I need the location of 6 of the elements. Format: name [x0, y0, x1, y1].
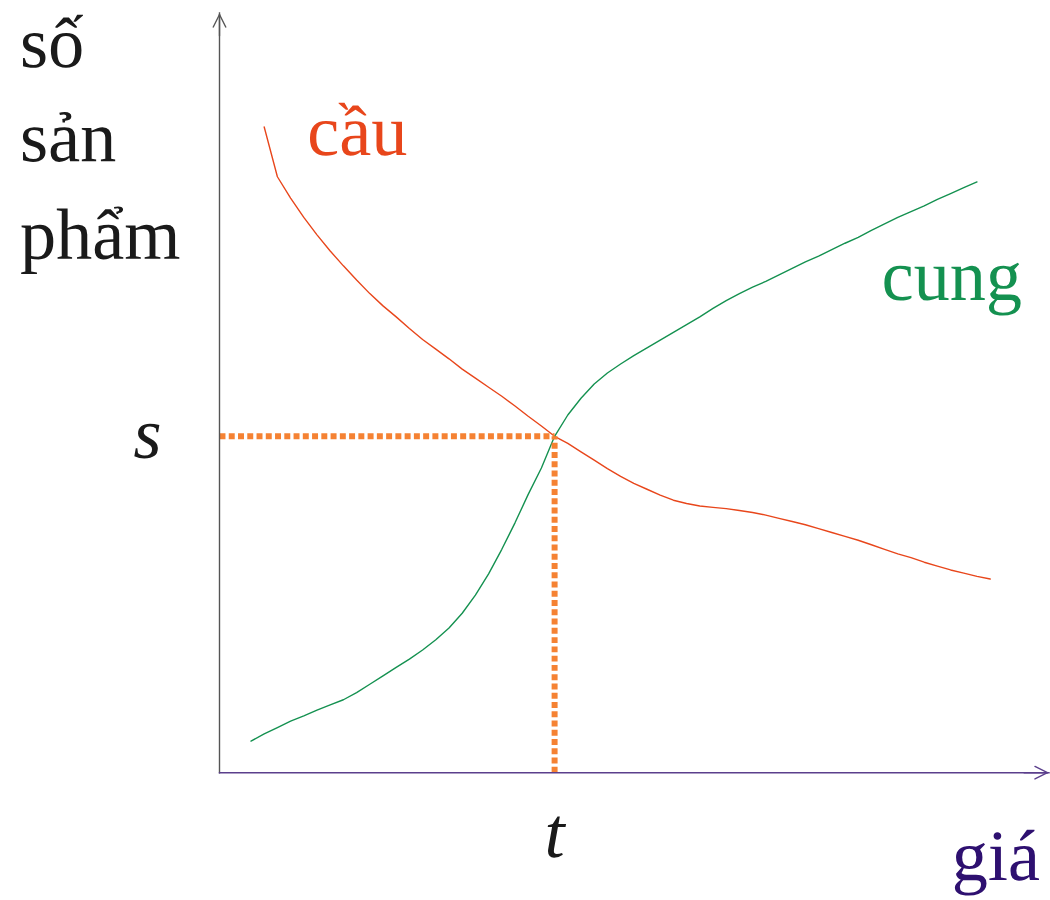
text: t: [547, 816, 567, 858]
y-axis-title: số sản phẩm: [21, 14, 180, 275]
series-label: cầu: [309, 102, 407, 156]
ref-line-label: s: [134, 423, 160, 459]
x-axis-title: giá: [954, 829, 1040, 896]
series-label: cung: [884, 262, 1021, 316]
